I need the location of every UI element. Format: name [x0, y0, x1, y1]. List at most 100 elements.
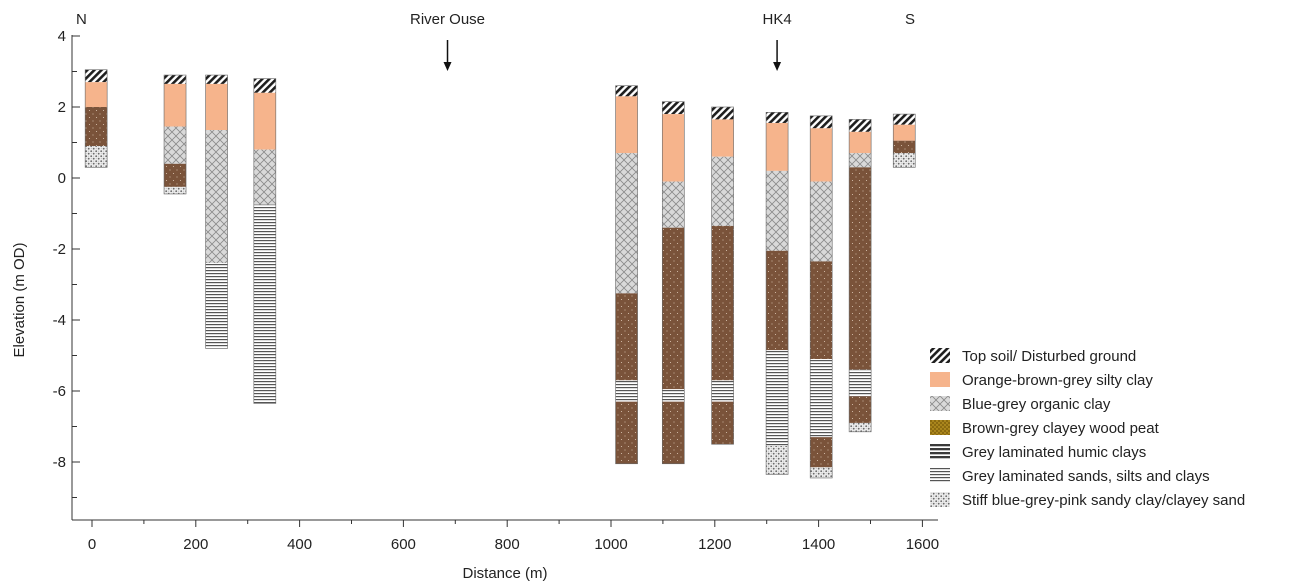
x-axis-label: Distance (m): [462, 565, 547, 582]
x-tick-label: 1600: [906, 536, 939, 553]
borehole-layer-silty-clay: [711, 119, 734, 157]
borehole-outline: [253, 78, 277, 404]
borehole: [163, 74, 187, 195]
annotation-arrowhead: [443, 62, 452, 71]
x-tick-label: 600: [391, 536, 416, 553]
legend-label: Blue-grey organic clay: [962, 396, 1111, 413]
borehole-layer-organic-clay: [205, 130, 228, 264]
y-tick-label: -4: [53, 312, 66, 329]
borehole-layer-silty-clay: [893, 124, 916, 141]
borehole-layer-topsoil: [615, 85, 638, 97]
borehole-layer-humic-clays: [766, 250, 789, 351]
borehole-outline: [84, 69, 108, 168]
borehole: [848, 119, 872, 433]
legend-label: Brown-grey clayey wood peat: [962, 420, 1160, 437]
north-label: N: [76, 11, 87, 28]
borehole: [84, 69, 108, 168]
borehole-layer-laminated-sands: [205, 263, 228, 349]
borehole-layer-sandy-clay: [766, 446, 789, 475]
legend-item: Blue-grey organic clay: [930, 396, 1111, 413]
borehole-outline: [809, 115, 833, 479]
borehole: [615, 85, 638, 465]
x-tick-label: 1400: [802, 536, 835, 553]
x-tick-label: 1000: [594, 536, 627, 553]
legend-swatch: [930, 396, 950, 411]
borehole-outline: [205, 74, 228, 349]
annotations: River Ouse HK4: [410, 11, 792, 71]
legend-item: Brown-grey clayey wood peat: [930, 420, 1160, 437]
x-tick-label: 800: [495, 536, 520, 553]
legend: Top soil/ Disturbed ground Orange-brown-g…: [930, 348, 1245, 509]
y-tick-label: 0: [58, 170, 66, 187]
borehole-layer-sandy-clay: [893, 153, 916, 168]
borehole-layer-humic-clays: [615, 293, 638, 381]
borehole-layer-silty-clay: [766, 122, 789, 171]
legend-item: Grey laminated sands, silts and clays: [930, 468, 1210, 485]
borehole-layer-topsoil: [662, 101, 685, 115]
borehole-layer-organic-clay: [253, 149, 276, 205]
annotation-arrowhead: [773, 62, 782, 71]
borehole-outline: [892, 113, 916, 168]
legend-item: Top soil/ Disturbed ground: [930, 348, 1136, 365]
legend-swatch: [930, 420, 950, 435]
y-tick-label: -6: [53, 383, 66, 400]
borehole-layer-topsoil: [849, 119, 872, 132]
borehole-layer-humic-clays: [662, 401, 685, 464]
borehole-layer-silty-clay: [85, 82, 108, 107]
borehole: [253, 78, 277, 404]
borehole-layer-humic-clays: [662, 227, 685, 390]
y-tick-label: 2: [58, 99, 66, 116]
x-axis: 0 200 400 600 800 1000 1200 1400 1600: [72, 519, 939, 553]
borehole-layer-organic-clay: [164, 126, 187, 164]
borehole-layer-humic-clays: [711, 225, 734, 381]
legend-item: Orange-brown-grey silty clay: [930, 372, 1153, 389]
legend-swatch: [930, 468, 950, 483]
borehole-layer-silty-clay: [205, 83, 228, 131]
borehole-outline: [848, 119, 872, 433]
borehole-layer-laminated-sands: [615, 380, 638, 402]
y-tick-label: -8: [53, 454, 66, 471]
y-tick-label: -2: [53, 241, 66, 258]
borehole-layer-topsoil: [810, 115, 833, 129]
borehole-outline: [661, 101, 685, 465]
borehole-layer-silty-clay: [849, 131, 872, 154]
borehole-layer-topsoil: [85, 69, 108, 83]
x-axis-ticks: 0 200 400 600 800 1000 1200 1400 1600: [88, 520, 939, 553]
y-tick-label: 4: [58, 28, 66, 45]
x-tick-label: 0: [88, 536, 96, 553]
legend-item: Stiff blue-grey-pink sandy clay/clayey s…: [930, 492, 1245, 509]
borehole: [711, 106, 734, 445]
legend-label: Orange-brown-grey silty clay: [962, 372, 1153, 389]
borehole-layer-sandy-clay: [810, 467, 833, 478]
legend-label: Top soil/ Disturbed ground: [962, 348, 1136, 365]
legend-label: Grey laminated humic clays: [962, 444, 1146, 461]
borehole-outline: [615, 85, 638, 465]
annotation-label: HK4: [762, 11, 791, 28]
borehole-layer-laminated-sands: [253, 204, 276, 404]
y-axis: 4 2 0 -2 -4 -6 -8: [53, 28, 80, 520]
borehole: [205, 74, 228, 349]
borehole-layer-topsoil: [164, 75, 187, 84]
x-tick-label: 1200: [698, 536, 731, 553]
legend-swatch: [930, 348, 950, 363]
annotation-label: River Ouse: [410, 11, 485, 28]
borehole-layer-organic-clay: [766, 170, 789, 251]
legend-label: Grey laminated sands, silts and clays: [962, 468, 1210, 485]
legend-swatch: [930, 444, 950, 459]
borehole-layer-laminated-sands: [662, 389, 685, 402]
borehole-layer-laminated-sands: [810, 359, 833, 438]
legend-item: Grey laminated humic clays: [930, 444, 1146, 461]
borehole-layer-laminated-sands: [849, 369, 872, 397]
legend-swatch: [930, 492, 950, 507]
borehole-layer-humic-clays: [849, 167, 872, 370]
borehole-layer-silty-clay: [164, 83, 187, 127]
borehole-layer-organic-clay: [849, 153, 872, 168]
borehole-layer-silty-clay: [662, 114, 685, 182]
borehole-layer-topsoil: [205, 75, 228, 84]
borehole-layer-humic-clays: [810, 261, 833, 360]
borehole-outline: [765, 112, 789, 475]
borehole-layer-silty-clay: [615, 96, 638, 154]
borehole-layer-sandy-clay: [85, 146, 108, 168]
borehole-layer-humic-clays: [85, 107, 108, 147]
borehole-layer-sandy-clay: [849, 422, 872, 432]
